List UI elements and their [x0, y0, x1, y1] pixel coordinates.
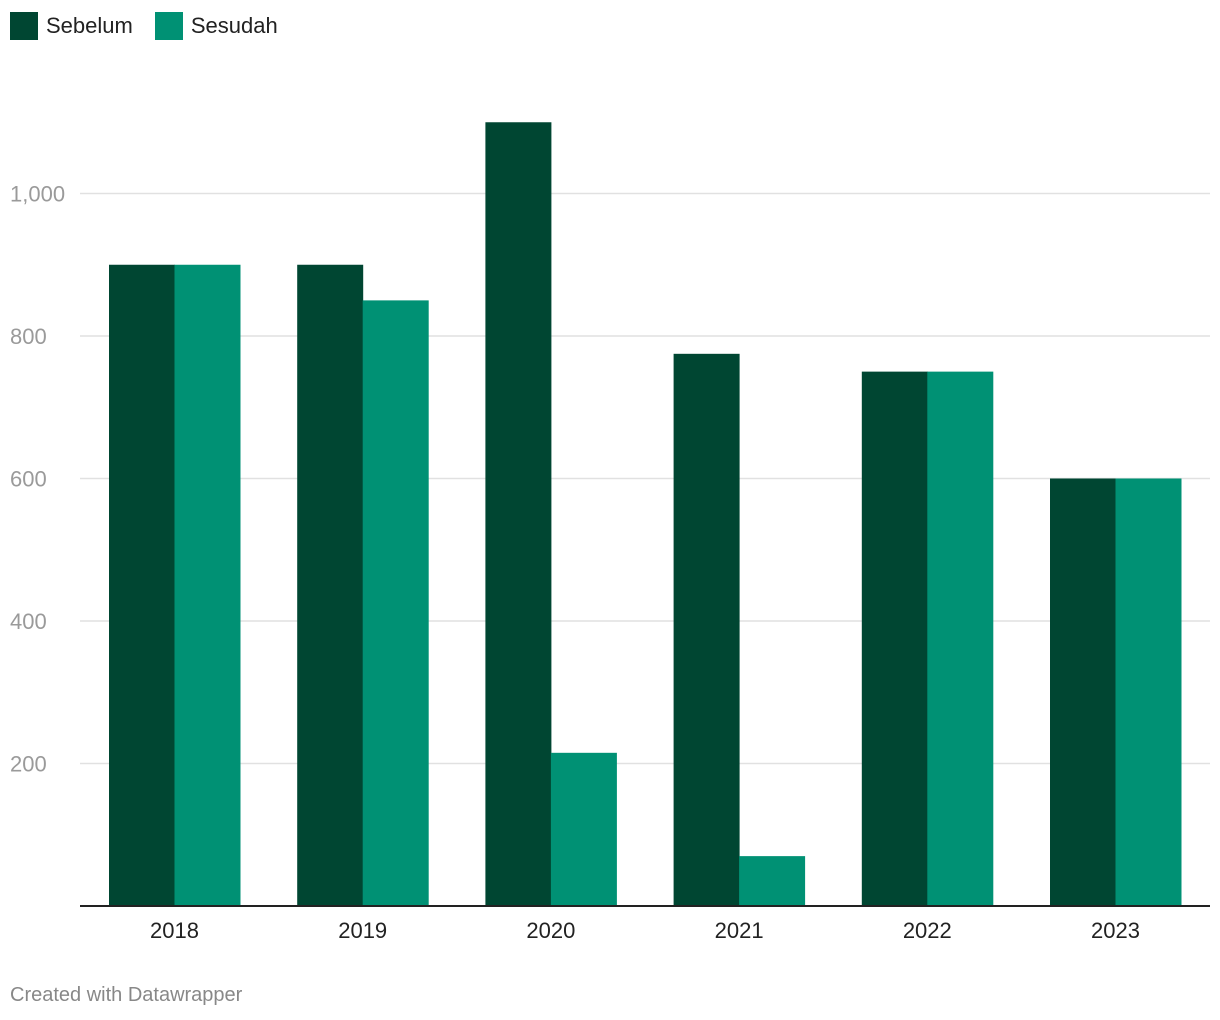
- bar-sesudah-2022: [927, 371, 994, 906]
- bar-sebelum-2023: [1050, 478, 1116, 906]
- bar-sebelum-2020: [485, 122, 552, 906]
- legend-item-sebelum: Sebelum: [10, 12, 133, 40]
- x-tick-label: 2021: [715, 918, 764, 943]
- legend: Sebelum Sesudah: [10, 12, 278, 40]
- y-tick-label: 800: [10, 324, 47, 349]
- credit-text: Created with Datawrapper: [10, 984, 243, 1006]
- bar-sebelum-2021: [673, 353, 740, 906]
- legend-label-sesudah: Sesudah: [190, 13, 278, 38]
- y-tick-label: 200: [10, 752, 47, 777]
- y-tick-label: 600: [10, 467, 47, 492]
- legend-swatch-sebelum: [10, 12, 38, 40]
- x-tick-label: 2020: [526, 918, 575, 943]
- x-tick-label: 2023: [1091, 918, 1140, 943]
- bar-sesudah-2020: [550, 752, 617, 906]
- bar-sebelum-2018: [109, 264, 175, 906]
- legend-label-sebelum: Sebelum: [46, 13, 133, 38]
- bar-sesudah-2021: [739, 856, 806, 906]
- bar-sebelum-2019: [297, 264, 364, 906]
- x-tick-label: 2019: [338, 918, 387, 943]
- x-tick-label: 2022: [903, 918, 952, 943]
- legend-swatch-sesudah: [154, 12, 183, 40]
- bar-sesudah-2019: [362, 300, 429, 906]
- y-tick-label: 400: [10, 609, 47, 634]
- x-tick-label: 2018: [150, 918, 199, 943]
- bar-sesudah-2023: [1115, 478, 1182, 906]
- bar-sesudah-2018: [174, 264, 241, 906]
- legend-item-sesudah: Sesudah: [154, 12, 278, 40]
- y-tick-label: 1,000: [10, 182, 65, 207]
- bar-sebelum-2022: [861, 371, 928, 906]
- bar-chart: 200 400 600 800 1,000 2018 2019 2020 2021 2022 202…: [10, 122, 1210, 943]
